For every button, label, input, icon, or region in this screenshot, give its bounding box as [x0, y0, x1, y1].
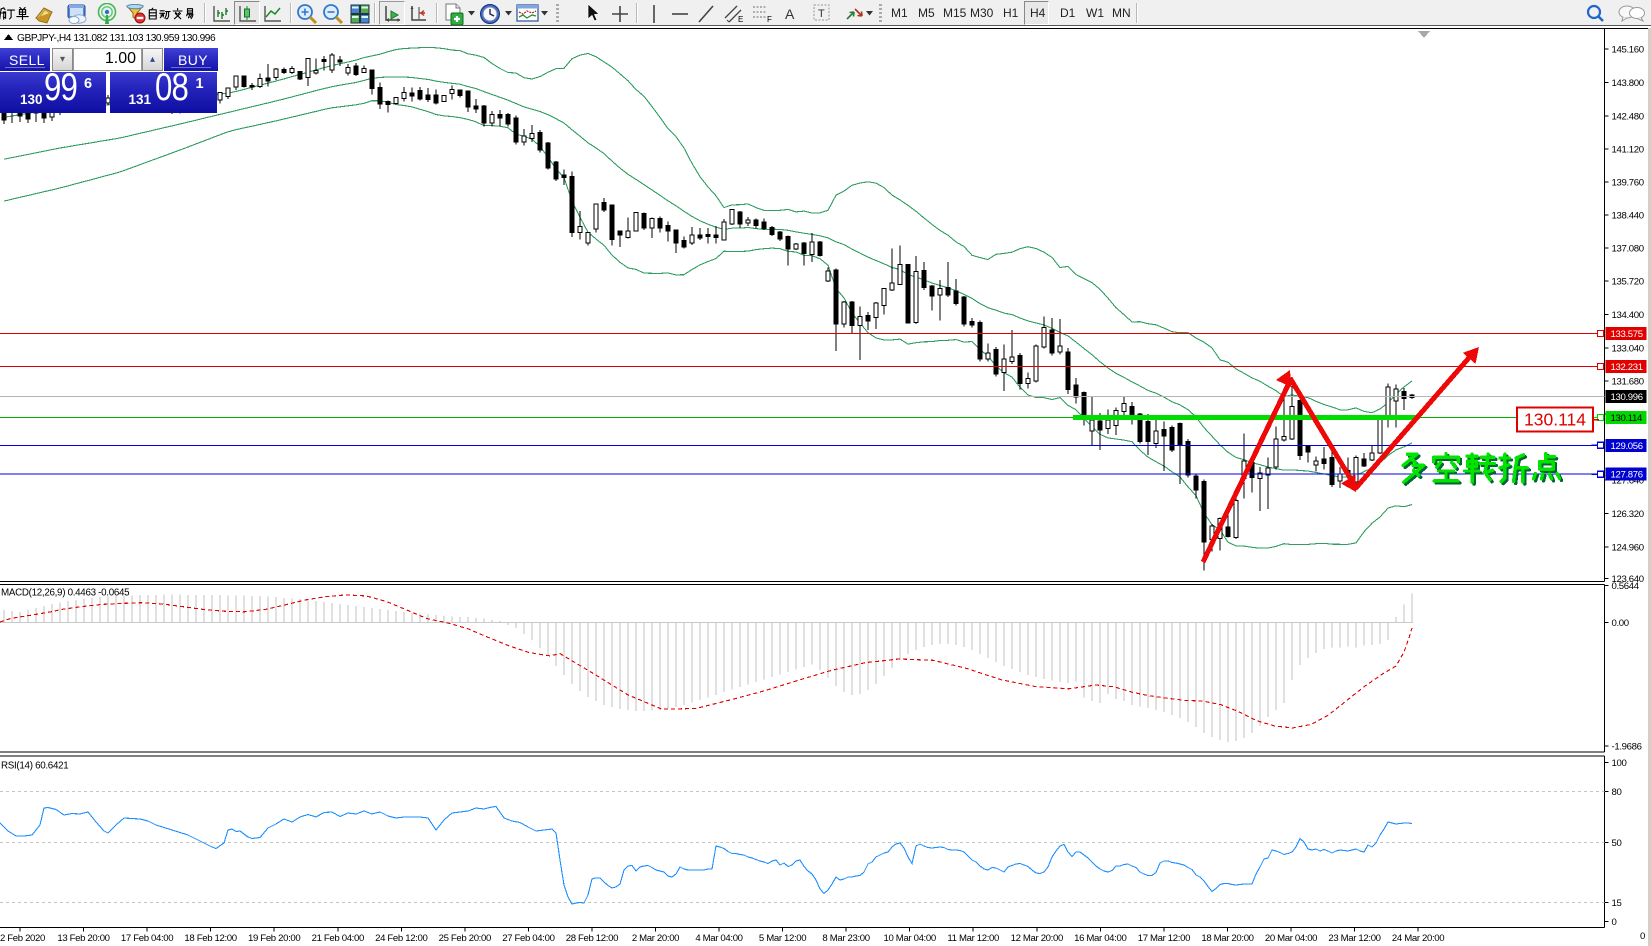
svg-text:GBPJPY-,H4 131.082 131.103 13: GBPJPY-,H4 131.082 131.103 130.959 130.9… — [17, 33, 216, 44]
svg-text:27 Feb 04:00: 27 Feb 04:00 — [502, 933, 554, 944]
svg-text:123.640: 123.640 — [1612, 574, 1644, 585]
svg-text:24 Feb 12:00: 24 Feb 12:00 — [375, 933, 427, 944]
svg-text:E: E — [738, 15, 743, 24]
svg-text:19 Feb 20:00: 19 Feb 20:00 — [248, 933, 300, 944]
svg-text:141.120: 141.120 — [1612, 145, 1644, 156]
svg-text:126.320: 126.320 — [1612, 509, 1644, 520]
svg-text:13 Feb 20:00: 13 Feb 20:00 — [57, 933, 109, 944]
svg-text:135.720: 135.720 — [1612, 277, 1644, 288]
svg-text:80: 80 — [1612, 787, 1622, 798]
svg-text:MACD(12,26,9) 0.4463 -0.0645: MACD(12,26,9) 0.4463 -0.0645 — [1, 588, 130, 599]
svg-text:50: 50 — [1612, 838, 1622, 849]
svg-text:0.5644: 0.5644 — [1612, 581, 1640, 592]
svg-text:18 Feb 12:00: 18 Feb 12:00 — [184, 933, 236, 944]
svg-text:12 Mar 20:00: 12 Mar 20:00 — [1011, 933, 1063, 944]
svg-text:23 Mar 12:00: 23 Mar 12:00 — [1328, 933, 1380, 944]
svg-text:137.080: 137.080 — [1612, 244, 1644, 255]
svg-text:139.760: 139.760 — [1612, 178, 1644, 189]
svg-text:100: 100 — [1612, 758, 1627, 769]
svg-text:133.575: 133.575 — [1611, 329, 1643, 340]
svg-text:145.160: 145.160 — [1612, 45, 1644, 56]
svg-text:8 Mar 23:00: 8 Mar 23:00 — [822, 933, 869, 944]
svg-text:11 Mar 12:00: 11 Mar 12:00 — [947, 933, 999, 944]
svg-text:0: 0 — [1640, 931, 1645, 942]
svg-text:130.114: 130.114 — [1611, 413, 1644, 424]
svg-text:130.114: 130.114 — [1524, 410, 1586, 430]
svg-text:16 Mar 04:00: 16 Mar 04:00 — [1074, 933, 1126, 944]
svg-text:17 Mar 12:00: 17 Mar 12:00 — [1138, 933, 1190, 944]
svg-text:10 Mar 04:00: 10 Mar 04:00 — [884, 933, 936, 944]
svg-text:17 Feb 04:00: 17 Feb 04:00 — [121, 933, 173, 944]
svg-text:142.480: 142.480 — [1612, 112, 1644, 123]
svg-text:138.440: 138.440 — [1612, 211, 1644, 222]
svg-text:131.680: 131.680 — [1612, 377, 1644, 388]
svg-text:132.231: 132.231 — [1611, 362, 1643, 373]
svg-text:12 Feb 2020: 12 Feb 2020 — [0, 933, 45, 944]
svg-text:28 Feb 12:00: 28 Feb 12:00 — [566, 933, 618, 944]
svg-text:-1.9686: -1.9686 — [1612, 741, 1642, 752]
svg-text:RSI(14) 60.6421: RSI(14) 60.6421 — [1, 761, 68, 772]
svg-text:134.400: 134.400 — [1612, 310, 1644, 321]
svg-text:25 Feb 20:00: 25 Feb 20:00 — [439, 933, 491, 944]
svg-text:133.040: 133.040 — [1612, 344, 1644, 355]
svg-text:21 Feb 04:00: 21 Feb 04:00 — [312, 933, 364, 944]
svg-text:5 Mar 12:00: 5 Mar 12:00 — [759, 933, 806, 944]
svg-text:129.056: 129.056 — [1611, 441, 1643, 452]
svg-text:127.640: 127.640 — [1612, 476, 1644, 487]
svg-text:0.00: 0.00 — [1612, 618, 1629, 629]
svg-text:130.996: 130.996 — [1611, 392, 1643, 403]
svg-text:2 Mar 20:00: 2 Mar 20:00 — [632, 933, 679, 944]
svg-text:124.960: 124.960 — [1612, 543, 1644, 554]
svg-text:20 Mar 04:00: 20 Mar 04:00 — [1265, 933, 1317, 944]
svg-text:F: F — [767, 15, 772, 24]
svg-text:24 Mar 20:00: 24 Mar 20:00 — [1392, 933, 1444, 944]
svg-text:T: T — [818, 8, 825, 20]
svg-text:143.800: 143.800 — [1612, 78, 1644, 89]
svg-text:18 Mar 20:00: 18 Mar 20:00 — [1201, 933, 1253, 944]
svg-text:0: 0 — [1612, 917, 1617, 928]
svg-text:127.876: 127.876 — [1611, 470, 1643, 481]
svg-text:4 Mar 04:00: 4 Mar 04:00 — [695, 933, 742, 944]
svg-text:15: 15 — [1612, 898, 1622, 909]
